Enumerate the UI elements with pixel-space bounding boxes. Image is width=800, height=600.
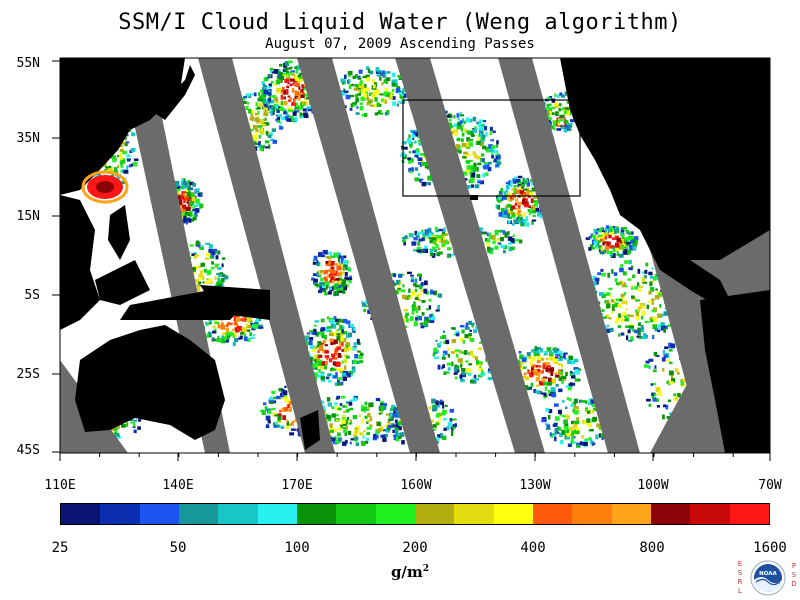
- colorbar-label-50: 50: [169, 540, 187, 556]
- land-masses: [60, 58, 770, 453]
- colorbar-swatch: [100, 504, 140, 524]
- typhoon-core: [81, 170, 129, 204]
- lat-label-5s: 5S: [24, 288, 40, 303]
- map-title: SSM/I Cloud Liquid Water (Weng algorithm…: [118, 10, 682, 35]
- colorbar-swatch: [257, 504, 297, 524]
- region-box: [402, 99, 581, 197]
- lon-label-130w: 130W: [519, 478, 551, 493]
- noaa-esrl-psd-logo: NOAA: [750, 560, 786, 596]
- colorbar-swatch: [375, 504, 415, 524]
- colorbar-label-1600: 1600: [753, 540, 787, 556]
- lon-label-170e: 170E: [281, 478, 313, 493]
- colorbar-swatch: [178, 504, 219, 524]
- colorbar-swatch: [572, 504, 612, 524]
- colorbar-swatch: [336, 504, 376, 524]
- colorbar-swatch: [532, 504, 573, 524]
- colorbar-swatch: [414, 504, 455, 524]
- axis-ticks: [52, 60, 771, 461]
- lat-label-45s: 45S: [16, 443, 40, 458]
- colorbar-swatch: [139, 504, 179, 524]
- colorbar-swatch: [729, 504, 769, 524]
- colorbar-swatch: [218, 504, 258, 524]
- lon-label-70w: 70W: [758, 478, 782, 493]
- lat-label-15n: 15N: [16, 209, 40, 224]
- colorbar-swatch: [61, 504, 101, 524]
- colorbar-label-200: 200: [402, 540, 428, 556]
- colorbar-swatch: [650, 504, 691, 524]
- station-marker: [556, 117, 566, 127]
- map-subtitle: August 07, 2009 Ascending Passes: [265, 36, 535, 52]
- colorbar-units: g/m2: [390, 563, 430, 581]
- colorbar-label-400: 400: [520, 540, 546, 556]
- lat-label-55n: 55N: [16, 56, 40, 71]
- map-area: [60, 58, 770, 453]
- lon-label-100w: 100W: [637, 478, 669, 493]
- colorbar: [60, 503, 770, 525]
- colorbar-swatch: [690, 504, 730, 524]
- lon-label-140e: 140E: [162, 478, 194, 493]
- lat-label-35n: 35N: [16, 131, 40, 146]
- colorbar-swatch: [296, 504, 337, 524]
- map-frame: [59, 57, 771, 454]
- logo-noaa-text: NOAA: [759, 571, 777, 577]
- colorbar-swatch: [493, 504, 533, 524]
- colorbar-label-25: 25: [51, 540, 69, 556]
- lat-label-25s: 25S: [16, 367, 40, 382]
- colorbar-swatch: [454, 504, 494, 524]
- colorbar-swatch: [611, 504, 651, 524]
- lon-label-160w: 160W: [400, 478, 432, 493]
- colorbar-label-800: 800: [639, 540, 665, 556]
- lon-label-110e: 110E: [44, 478, 76, 493]
- colorbar-label-100: 100: [284, 540, 310, 556]
